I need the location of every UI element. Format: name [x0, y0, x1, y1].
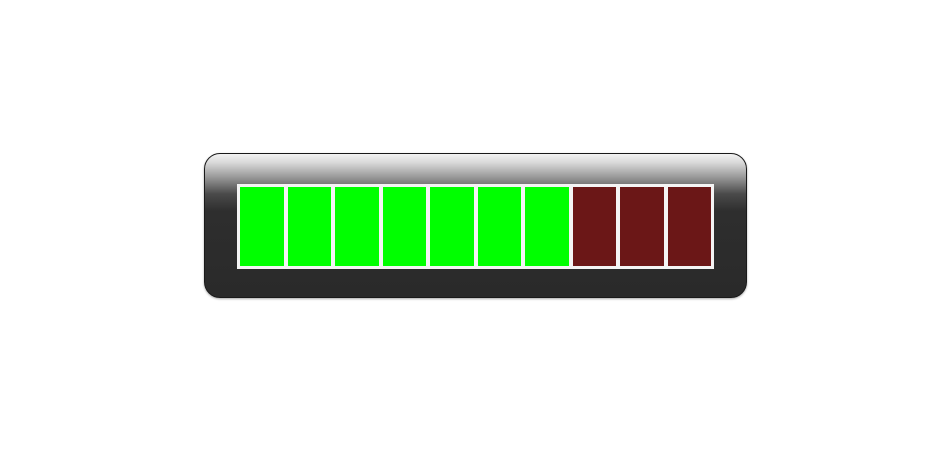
meter-segment-lit: [477, 187, 521, 266]
meter-segment-lit: [240, 187, 284, 266]
meter-segment-lit: [382, 187, 426, 266]
meter-segment-lit: [430, 187, 474, 266]
meter-segment-unlit: [667, 187, 711, 266]
meter-segment-lit: [525, 187, 569, 266]
meter-segment-unlit: [620, 187, 664, 266]
level-meter: [204, 153, 747, 298]
meter-segment-lit: [335, 187, 379, 266]
meter-segment-unlit: [572, 187, 616, 266]
meter-segment-lit: [287, 187, 331, 266]
level-meter-track: [237, 184, 714, 269]
